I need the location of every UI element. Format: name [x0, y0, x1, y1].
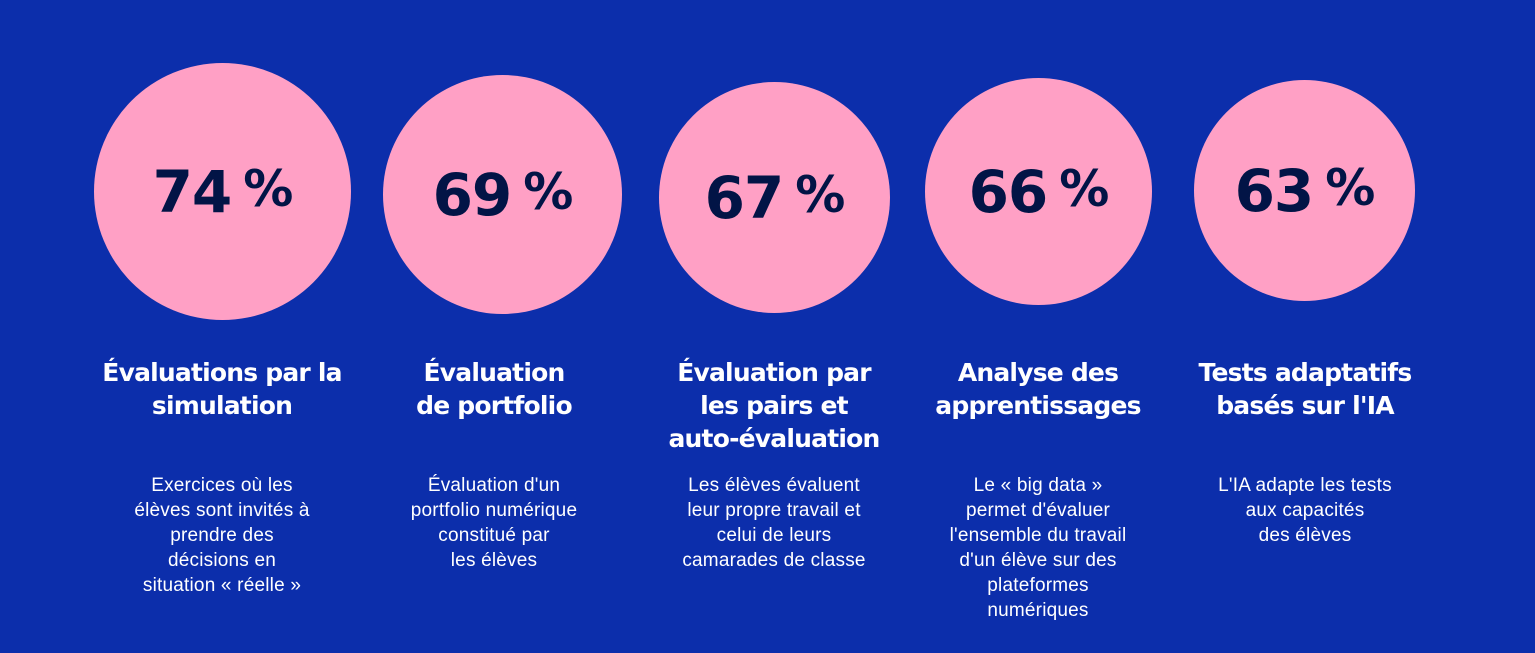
percent-value: 63% — [1234, 156, 1376, 225]
stat-title: Évaluations par la simulation — [102, 358, 342, 420]
stat-title: Tests adaptatifs basés sur l'IA — [1198, 358, 1413, 420]
stat-item-peer-assessment: 67% Évaluation par les pairs et auto-éva… — [644, 0, 904, 653]
stat-description: L'IA adapte les tests aux capacités des … — [1218, 475, 1392, 546]
stat-item-portfolio: 69% Évaluation de portfolio Évaluation d… — [374, 0, 622, 653]
percent-value: 67% — [704, 163, 846, 232]
percent-circle: 67% — [659, 82, 890, 313]
percent-circle: 74% — [94, 63, 351, 320]
stat-item-simulation: 74% Évaluations par la simulation Exerci… — [82, 0, 362, 653]
stat-description: Exercices où les élèves sont invités à p… — [134, 475, 310, 596]
percent-circle: 66% — [925, 78, 1152, 305]
percent-value: 66% — [968, 157, 1110, 226]
stat-title: Évaluation de portfolio — [416, 358, 572, 420]
stat-title: Évaluation par les pairs et auto-évaluat… — [668, 358, 880, 453]
stat-description: Évaluation d'un portfolio numérique cons… — [410, 475, 578, 571]
stat-title: Analyse des apprentissages — [935, 358, 1141, 420]
percent-circle: 63% — [1194, 80, 1415, 301]
stat-item-learning-analytics: 66% Analyse des apprentissages Le « big … — [918, 0, 1158, 653]
stat-item-adaptive-tests: 63% Tests adaptatifs basés sur l'IA L'IA… — [1180, 0, 1430, 653]
percent-circle: 69% — [383, 75, 622, 314]
stat-description: Les élèves évaluent leur propre travail … — [682, 475, 866, 571]
percent-value: 69% — [432, 160, 574, 229]
percent-value: 74% — [152, 157, 294, 226]
stat-description: Le « big data » permet d'évaluer l'ensem… — [949, 475, 1127, 621]
